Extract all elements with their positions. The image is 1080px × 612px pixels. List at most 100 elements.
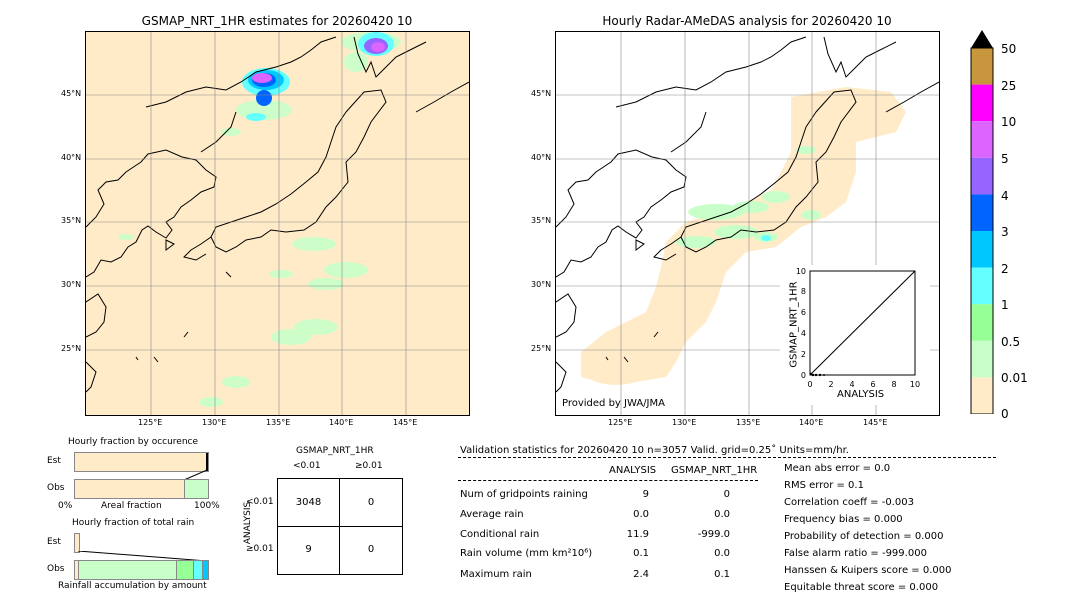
inset-x-tick: 6 xyxy=(870,380,875,389)
validation-gsmap-value: -999.0 xyxy=(697,529,730,540)
contingency-cell: 0 xyxy=(367,544,375,555)
right-lon-tick: 140°E xyxy=(799,418,824,427)
colorbar-segment xyxy=(971,340,993,378)
colorbar-label: 10 xyxy=(1001,115,1017,129)
validation-score: RMS error = 0.1 xyxy=(784,480,864,491)
inset-y-tick: 2 xyxy=(801,350,806,359)
contingency-table: 3048 0 9 0 xyxy=(277,478,403,575)
colorbar-segment xyxy=(971,304,993,341)
left-lat-tick: 35°N xyxy=(61,216,82,225)
right-lat-tick: 30°N xyxy=(531,280,552,289)
occurrence-est-bar xyxy=(74,452,209,472)
left-lon-tick: 140°E xyxy=(329,418,354,427)
inset-y-tick: 6 xyxy=(801,308,806,317)
total-rain-seg xyxy=(202,561,209,579)
right-lon-tick: 135°E xyxy=(736,418,761,427)
colorbar-label: 3 xyxy=(1001,225,1009,239)
contingency-cell: 0 xyxy=(367,497,375,508)
left-coastlines xyxy=(86,36,469,393)
validation-analysis-value: 11.9 xyxy=(626,529,649,540)
inset-ylabel: GSMAP_NRT_1HR xyxy=(788,281,800,368)
validation-score: Probability of detection = 0.000 xyxy=(784,531,944,542)
validation-col-analysis: ANALYSIS xyxy=(609,465,657,476)
inset-y-tick: 8 xyxy=(801,287,806,296)
validation-analysis-value: 9 xyxy=(642,489,649,500)
left-rain-heavy xyxy=(242,32,394,121)
colorbar-segment xyxy=(971,194,993,231)
total-rain-obs-label: Obs xyxy=(47,564,65,574)
validation-gsmap-value: 0.0 xyxy=(714,548,730,559)
right-lon-tick: 125°E xyxy=(608,418,633,427)
colorbar-segment xyxy=(971,157,993,195)
right-lat-tick: 40°N xyxy=(531,153,552,162)
left-lat-tick: 40°N xyxy=(61,153,82,162)
colorbar-extend-arrow xyxy=(971,30,993,48)
validation-row-label: Rain volume (mm km²10⁶) xyxy=(460,548,593,559)
validation-gsmap-value: 0 xyxy=(723,489,730,500)
validation-header: Validation statistics for 20260420 10 n=… xyxy=(460,445,849,456)
radar-rain-spot xyxy=(761,235,771,241)
occurrence-obs-label: Obs xyxy=(47,483,65,493)
inset-xlabel: ANALYSIS xyxy=(837,389,885,400)
validation-score: Correlation coeff = -0.003 xyxy=(784,497,914,508)
occurrence-axis-left: 0% xyxy=(58,501,73,511)
colorbar-label: 25 xyxy=(1001,79,1017,93)
validation-score: Frequency bias = 0.000 xyxy=(784,514,903,525)
validation-divider-2 xyxy=(458,480,758,481)
validation-score: Hanssen & Kuipers score = 0.000 xyxy=(784,565,952,576)
right-coastlines xyxy=(556,36,939,393)
colorbar-canvas xyxy=(970,30,994,415)
validation-score: False alarm ratio = -999.000 xyxy=(784,548,927,559)
left-lon-tick: 130°E xyxy=(202,418,227,427)
inset-x-tick: 0 xyxy=(807,380,812,389)
right-map-title: Hourly Radar-AMeDAS analysis for 2026042… xyxy=(602,14,892,28)
validation-score: Equitable threat score = 0.000 xyxy=(784,582,939,593)
left-lon-tick: 125°E xyxy=(138,418,163,427)
validation-gsmap-value: 0.1 xyxy=(714,569,730,580)
total-rain-est-bar xyxy=(74,533,80,553)
total-rain-obs-bar xyxy=(74,560,209,580)
colorbar-segment xyxy=(971,377,993,414)
right-lon-tick: 145°E xyxy=(863,418,888,427)
colorbar-label: 4 xyxy=(1001,189,1009,203)
validation-analysis-value: 0.1 xyxy=(633,548,649,559)
contingency-row1: <0.01 xyxy=(246,497,274,507)
right-map-canvas xyxy=(556,32,939,415)
total-rain-seg xyxy=(193,561,203,579)
validation-score: Mean abs error = 0.0 xyxy=(784,463,891,474)
colorbar-label: 50 xyxy=(1001,42,1017,56)
total-rain-est-label: Est xyxy=(47,537,61,547)
validation-analysis-value: 2.4 xyxy=(633,569,649,580)
inset-x-tick: 2 xyxy=(828,380,833,389)
colorbar-segment xyxy=(971,121,993,158)
total-rain-seg xyxy=(176,561,194,579)
validation-row-label: Average rain xyxy=(460,509,524,520)
right-lat-tick: 45°N xyxy=(531,89,552,98)
left-map-canvas xyxy=(86,32,469,415)
left-map xyxy=(85,31,470,416)
inset-y-tick: 0 xyxy=(801,371,806,380)
occurrence-est-rain xyxy=(206,453,208,471)
colorbar xyxy=(968,30,996,415)
contingency-col1: <0.01 xyxy=(293,461,321,471)
left-map-title: GSMAP_NRT_1HR estimates for 20260420 10 xyxy=(141,14,413,28)
validation-row-label: Conditional rain xyxy=(460,529,540,540)
total-rain-connector xyxy=(77,551,208,561)
validation-divider xyxy=(458,457,996,458)
left-lat-tick: 30°N xyxy=(61,280,82,289)
occurrence-title: Hourly fraction by occurence xyxy=(68,437,199,447)
contingency-title: GSMAP_NRT_1HR xyxy=(296,446,374,456)
occurrence-obs-rain xyxy=(184,480,208,498)
colorbar-segment xyxy=(971,48,993,85)
colorbar-label: 0.5 xyxy=(1001,335,1021,349)
inset-y-tick: 4 xyxy=(801,329,806,338)
right-lat-tick: 35°N xyxy=(531,216,552,225)
occurrence-connector xyxy=(183,470,208,480)
colorbar-segment xyxy=(971,231,993,268)
left-gridlines xyxy=(86,32,469,415)
right-lat-tick: 25°N xyxy=(531,344,552,353)
inset-x-tick: 8 xyxy=(891,380,896,389)
inset-x-tick: 10 xyxy=(910,380,920,389)
left-lat-tick: 25°N xyxy=(61,344,82,353)
colorbar-label: 2 xyxy=(1001,262,1009,276)
